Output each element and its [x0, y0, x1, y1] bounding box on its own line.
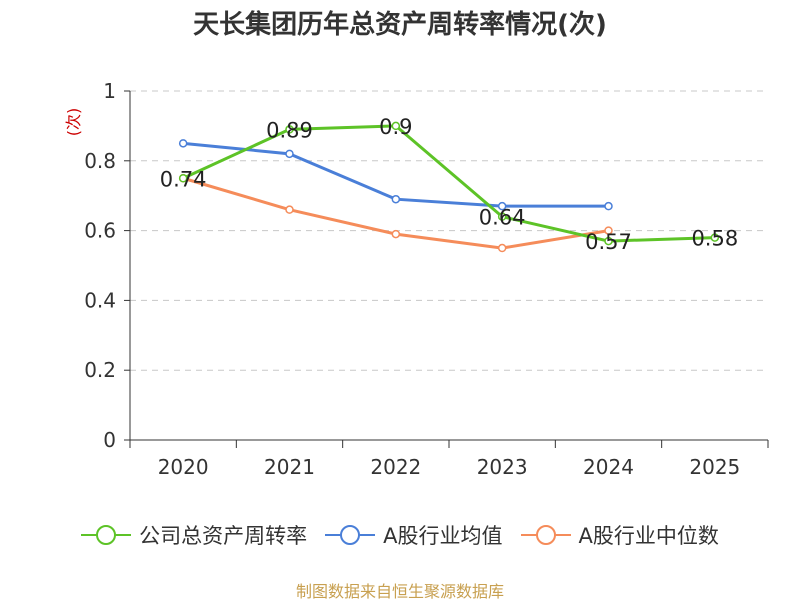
- y-tick-label-1: 0.2: [84, 358, 116, 382]
- legend-label-company: 公司总资产周转率: [139, 524, 308, 548]
- x-tick-label-2021: 2021: [264, 455, 315, 479]
- series-line-0: [182, 124, 715, 243]
- series-2-point-2024: [604, 226, 613, 235]
- legend: 公司总资产周转率 A股行业均值 A股行业中位数: [0, 520, 800, 550]
- series-2-point-2023: [497, 243, 507, 253]
- x-tick-label-2024: 2024: [583, 455, 634, 479]
- x-tick-label-2023: 2023: [477, 455, 528, 479]
- series-0-point-2024: [604, 236, 613, 246]
- legend-marker-industry-mean: [325, 525, 376, 545]
- series-0-point-2022: [391, 121, 401, 131]
- y-tick-label-0: 0: [103, 428, 116, 452]
- legend-marker-industry-median: [520, 525, 571, 545]
- data-label-2024: 0.57: [585, 230, 632, 254]
- data-label-2023: 0.64: [479, 206, 526, 230]
- legend-marker-company: [81, 525, 132, 545]
- x-tick-label-2020: 2020: [158, 455, 209, 479]
- x-tick-label-2022: 2022: [370, 455, 421, 479]
- data-label-2025: 0.58: [691, 227, 738, 251]
- data-label-2022: 0.9: [379, 115, 412, 139]
- series-0-point-2023: [497, 212, 507, 221]
- legend-item-industry-median[interactable]: A股行业中位数: [520, 520, 719, 550]
- series-2-point-2021: [285, 205, 294, 214]
- series-0-point-2025: [710, 233, 720, 242]
- y-tick-label-5: 1: [103, 79, 116, 103]
- data-label-2021: 0.89: [266, 118, 313, 142]
- legend-label-industry-mean: A股行业均值: [383, 524, 503, 548]
- legend-label-industry-median: A股行业中位数: [578, 524, 719, 548]
- data-source: 制图数据来自恒生聚源数据库: [295, 582, 504, 601]
- x-tick-label-2025: 2025: [689, 455, 740, 479]
- series-1-point-2024: [604, 201, 613, 211]
- chart-title: 天长集团历年总资产周转率情况(次): [193, 10, 607, 40]
- legend-item-company[interactable]: 公司总资产周转率: [81, 520, 307, 550]
- y-tick-label-3: 0.6: [84, 219, 116, 243]
- series-1-point-2021: [285, 149, 294, 159]
- series-1-point-2022: [391, 194, 401, 204]
- series-1-point-2023: [497, 201, 507, 211]
- legend-item-industry-mean[interactable]: A股行业均值: [325, 520, 503, 550]
- series-2-point-2022: [391, 229, 401, 239]
- series-0-point-2021: [285, 125, 294, 134]
- y-tick-label-2: 0.4: [84, 288, 116, 312]
- y-tick-label-4: 0.8: [84, 149, 116, 173]
- series-1-point-2020: [178, 139, 188, 148]
- series-0-point-2020: [178, 174, 188, 183]
- data-label-2020: 0.74: [160, 167, 207, 191]
